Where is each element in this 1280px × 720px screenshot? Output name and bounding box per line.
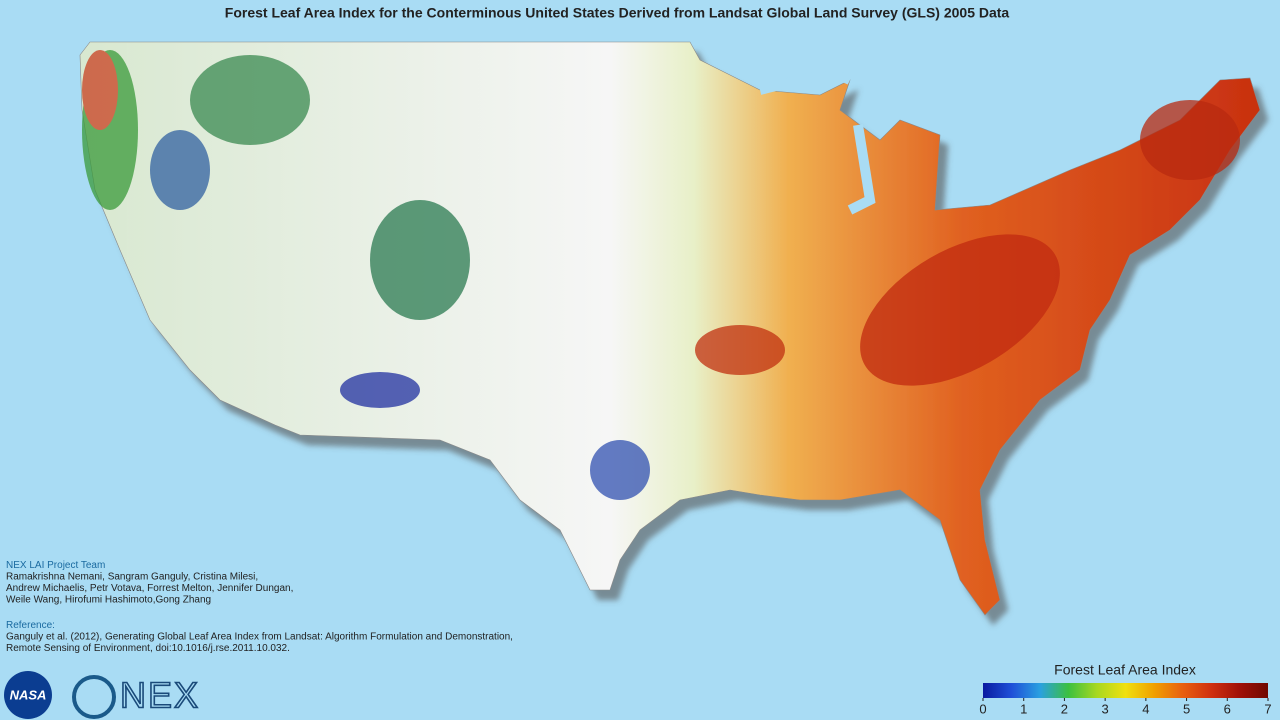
nex-logo-text: NEX — [120, 675, 200, 716]
forest-patches — [82, 50, 1240, 500]
credits-line: Weile Wang, Hirofumi Hashimoto,Gong Zhan… — [6, 595, 211, 606]
credits-line: Andrew Michaelis, Petr Votava, Forrest M… — [6, 583, 293, 594]
credits-heading: NEX LAI Project Team — [6, 560, 105, 571]
reference-heading: Reference: — [6, 620, 55, 631]
legend: Forest Leaf Area Index 0 1 2 3 4 5 6 7 — [979, 662, 1271, 717]
us-landmass — [79, 41, 1261, 616]
credits-line: Ramakrishna Nemani, Sangram Ganguly, Cri… — [6, 572, 258, 583]
legend-tick-label: 3 — [1102, 701, 1109, 716]
logos: NASA NEX — [4, 671, 200, 719]
legend-title: Forest Leaf Area Index — [1054, 662, 1196, 678]
nasa-logo — [4, 671, 52, 719]
reference-line: Ganguly et al. (2012), Generating Global… — [6, 632, 513, 643]
legend-tick-label: 0 — [979, 701, 986, 716]
patch — [190, 55, 310, 145]
lake-michigan — [847, 124, 876, 215]
legend-tick-label: 4 — [1142, 701, 1149, 716]
colorbar — [983, 683, 1268, 698]
legend-tick-label: 5 — [1183, 701, 1190, 716]
legend-tick-label: 6 — [1224, 701, 1231, 716]
map-title: Forest Leaf Area Index for the Contermin… — [225, 5, 1010, 21]
reference-line: Remote Sensing of Environment, doi:10.10… — [6, 643, 290, 654]
nex-logo-ring — [72, 675, 116, 719]
patch — [82, 50, 118, 130]
legend-tick-label: 7 — [1264, 701, 1271, 716]
nasa-logo-text: NASA — [10, 687, 47, 702]
legend-tick-label: 1 — [1020, 701, 1027, 716]
legend-tick-label: 2 — [1061, 701, 1068, 716]
patch — [150, 130, 210, 210]
patch — [695, 325, 785, 375]
patch — [1140, 100, 1240, 180]
patch — [590, 440, 650, 500]
patch — [340, 372, 420, 408]
patch — [860, 234, 1060, 386]
lake-superior — [758, 70, 853, 95]
patch — [370, 200, 470, 320]
